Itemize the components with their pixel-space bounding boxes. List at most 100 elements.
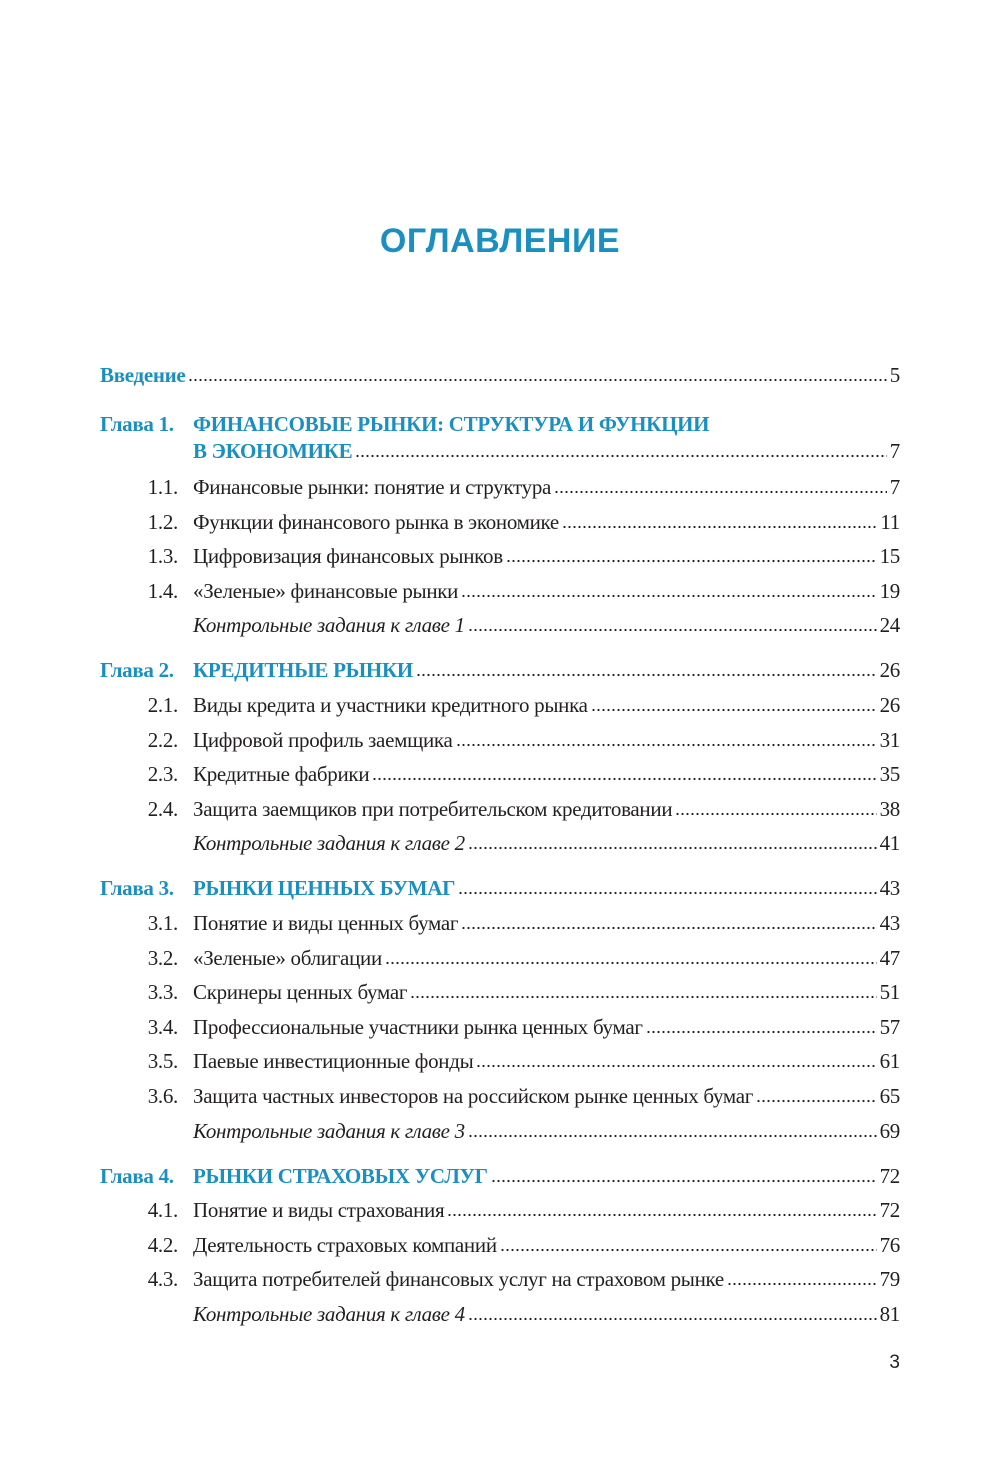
page-ref: 61 bbox=[879, 1049, 901, 1074]
page-ref: 24 bbox=[879, 613, 901, 638]
toc-control-tasks[interactable]: Контрольные задания к главе 4 81 bbox=[100, 1299, 900, 1330]
dot-leader bbox=[372, 777, 877, 782]
section-body: Защита заемщиков при потребительском кре… bbox=[193, 794, 900, 824]
section-number: 2.4. bbox=[147, 796, 179, 821]
section-title: Защита потребителей финансовых услуг на … bbox=[193, 1267, 724, 1292]
section-body: Паевые инвестиционные фонды 61 bbox=[193, 1046, 900, 1076]
toc-section[interactable]: 1.3. Цифровизация финансовых рынков 15 bbox=[100, 541, 901, 576]
section-number: 3.2. bbox=[147, 945, 179, 970]
page-ref: 26 bbox=[879, 692, 901, 717]
page-ref: 43 bbox=[879, 910, 901, 935]
page-ref: 72 bbox=[879, 1198, 901, 1223]
section-title: Понятие и виды страхования bbox=[193, 1198, 445, 1223]
dot-leader bbox=[467, 1133, 877, 1138]
section-title: Защита заемщиков при потребительском кре… bbox=[193, 796, 673, 821]
section-number: 2.1. bbox=[147, 692, 179, 717]
page-ref: 41 bbox=[879, 831, 901, 856]
toc-section[interactable]: 4.3. Защита потребителей финансовых услуг… bbox=[100, 1264, 901, 1299]
page-ref: 47 bbox=[879, 945, 901, 970]
section-body: Понятие и виды ценных бумаг 43 bbox=[193, 908, 900, 938]
page-title: ОГЛАВЛЕНИЕ bbox=[379, 222, 621, 260]
toc-section[interactable]: 1.4. «Зеленые» финансовые рынки 19 bbox=[100, 576, 901, 611]
toc-section[interactable]: 3.5. Паевые инвестиционные фонды 61 bbox=[100, 1046, 901, 1081]
chapter-title-text: ФИНАНСОВЫЕ РЫНКИ: СТРУКТУРА И ФУНКЦИИ bbox=[193, 412, 710, 436]
section-title: Функции финансового рынка в экономике bbox=[193, 509, 559, 534]
toc-section[interactable]: 1.2. Функции финансового рынка в экономик… bbox=[100, 507, 901, 542]
section-body: Финансовые рынки: понятие и структура 7 bbox=[193, 472, 900, 502]
section-number: 3.4. bbox=[147, 1014, 179, 1039]
toc-section[interactable]: 4.1. Понятие и виды страхования 72 bbox=[100, 1195, 901, 1230]
section-title: Понятие и виды ценных бумаг bbox=[193, 910, 459, 935]
page-ref: 79 bbox=[879, 1267, 901, 1292]
section-body: «Зеленые» финансовые рынки 19 bbox=[193, 576, 900, 606]
section-title: Профессиональные участники рынка ценных … bbox=[193, 1014, 643, 1039]
toc-chapter[interactable]: Глава 3. РЫНКИ ЦЕННЫХ БУМАГ 43 bbox=[100, 873, 900, 908]
toc-section[interactable]: 2.1. Виды кредита и участники кредитного … bbox=[100, 690, 901, 725]
section-title: «Зеленые» финансовые рынки bbox=[193, 578, 459, 603]
chapter-label: Глава 3. bbox=[100, 876, 174, 901]
section-title: Цифровизация финансовых рынков bbox=[193, 544, 503, 569]
toc-section[interactable]: 3.3. Скринеры ценных бумаг 51 bbox=[100, 977, 901, 1012]
section-number: 1.2. bbox=[147, 509, 179, 534]
toc-section[interactable]: 2.2. Цифровой профиль заемщика 31 bbox=[100, 725, 901, 760]
toc-section[interactable]: 1.1. Финансовые рынки: понятие и структур… bbox=[100, 472, 901, 507]
page-ref: 72 bbox=[879, 1163, 901, 1188]
toc-entry-intro[interactable]: Введение 5 bbox=[100, 360, 900, 395]
toc-control-tasks[interactable]: Контрольные задания к главе 3 69 bbox=[100, 1116, 900, 1147]
chapter-title-text: В ЭКОНОМИКЕ bbox=[193, 439, 353, 463]
dot-leader bbox=[554, 490, 887, 494]
section-body: Понятие и виды страхования 72 bbox=[193, 1195, 900, 1225]
dot-leader bbox=[458, 891, 877, 896]
section-body: Защита частных инвесторов на российском … bbox=[193, 1081, 900, 1111]
section-title: Кредитные фабрики bbox=[193, 762, 370, 787]
dot-leader bbox=[726, 1282, 877, 1287]
chapter-label: Глава 1. bbox=[100, 412, 174, 436]
control-body: Контрольные задания к главе 1 24 bbox=[193, 610, 900, 640]
chapter-label: Глава 2. bbox=[100, 658, 174, 683]
section-number: 3.5. bbox=[147, 1049, 179, 1074]
section-title: Скринеры ценных бумаг bbox=[193, 980, 408, 1005]
dot-leader bbox=[645, 1029, 877, 1034]
entry-title: Введение bbox=[100, 363, 186, 387]
page-ref: 31 bbox=[879, 727, 901, 752]
chapter-title-line1: ФИНАНСОВЫЕ РЫНКИ: СТРУКТУРА И ФУНКЦИИ bbox=[193, 409, 900, 436]
page-ref: 26 bbox=[879, 658, 901, 683]
section-title: «Зеленые» облигации bbox=[193, 945, 382, 970]
toc-section[interactable]: 2.3. Кредитные фабрики 35 bbox=[100, 759, 901, 794]
chapter-label: Глава 4. bbox=[100, 1163, 174, 1188]
toc-section[interactable]: 3.6. Защита частных инвесторов на российс… bbox=[100, 1081, 901, 1116]
section-title: Защита частных инвесторов на российском … bbox=[193, 1083, 754, 1108]
dot-leader bbox=[505, 559, 877, 564]
chapter-title-text: КРЕДИТНЫЕ РЫНКИ bbox=[193, 658, 413, 683]
toc-chapter[interactable]: Глава 2. КРЕДИТНЫЕ РЫНКИ 26 bbox=[100, 655, 900, 690]
page-ref: 11 bbox=[880, 509, 900, 534]
dot-leader bbox=[461, 925, 877, 930]
section-title: Финансовые рынки: понятие и структура bbox=[193, 475, 552, 499]
control-title: Контрольные задания к главе 1 bbox=[193, 613, 465, 638]
toc-section[interactable]: 3.1. Понятие и виды ценных бумаг 43 bbox=[100, 908, 901, 943]
section-body: Защита потребителей финансовых услуг на … bbox=[193, 1264, 900, 1294]
toc-section[interactable]: 3.2. «Зеленые» облигации 47 bbox=[100, 943, 901, 978]
toc-section[interactable]: 2.4. Защита заемщиков при потребительском… bbox=[100, 794, 901, 829]
control-body: Контрольные задания к главе 3 69 bbox=[193, 1116, 900, 1146]
section-body: Деятельность страховых компаний 76 bbox=[193, 1230, 900, 1260]
section-number: 2.2. bbox=[147, 727, 179, 752]
page-ref: 76 bbox=[879, 1232, 901, 1257]
toc-section[interactable]: 3.4. Профессиональные участники рынка цен… bbox=[100, 1012, 901, 1047]
toc-chapter[interactable]: Глава 4. РЫНКИ СТРАХОВЫХ УСЛУГ 72 bbox=[100, 1161, 900, 1196]
section-number: 4.3. bbox=[147, 1267, 179, 1292]
table-of-contents: Введение 5 Глава 1. ФИНАНСОВЫЕ РЫНКИ: СТРУК… bbox=[100, 360, 900, 1330]
toc-chapter[interactable]: Глава 1. ФИНАНСОВЫЕ РЫНКИ: СТРУКТУРА И ФУ… bbox=[100, 409, 900, 472]
toc-control-tasks[interactable]: Контрольные задания к главе 2 41 bbox=[100, 828, 900, 859]
dot-leader bbox=[384, 960, 877, 965]
section-body: Скринеры ценных бумаг 51 bbox=[193, 977, 900, 1007]
section-body: Функции финансового рынка в экономике 11 bbox=[193, 507, 900, 537]
toc-control-tasks[interactable]: Контрольные задания к главе 1 24 bbox=[100, 610, 900, 641]
section-number: 2.3. bbox=[147, 762, 179, 787]
toc-section[interactable]: 4.2. Деятельность страховых компаний 76 bbox=[100, 1230, 901, 1265]
page-ref: 65 bbox=[879, 1083, 901, 1108]
dot-leader bbox=[447, 1213, 877, 1218]
section-title: Виды кредита и участники кредитного рынк… bbox=[193, 692, 588, 717]
section-body: Цифровой профиль заемщика 31 bbox=[193, 725, 900, 755]
control-body: Контрольные задания к главе 2 41 bbox=[193, 828, 900, 858]
